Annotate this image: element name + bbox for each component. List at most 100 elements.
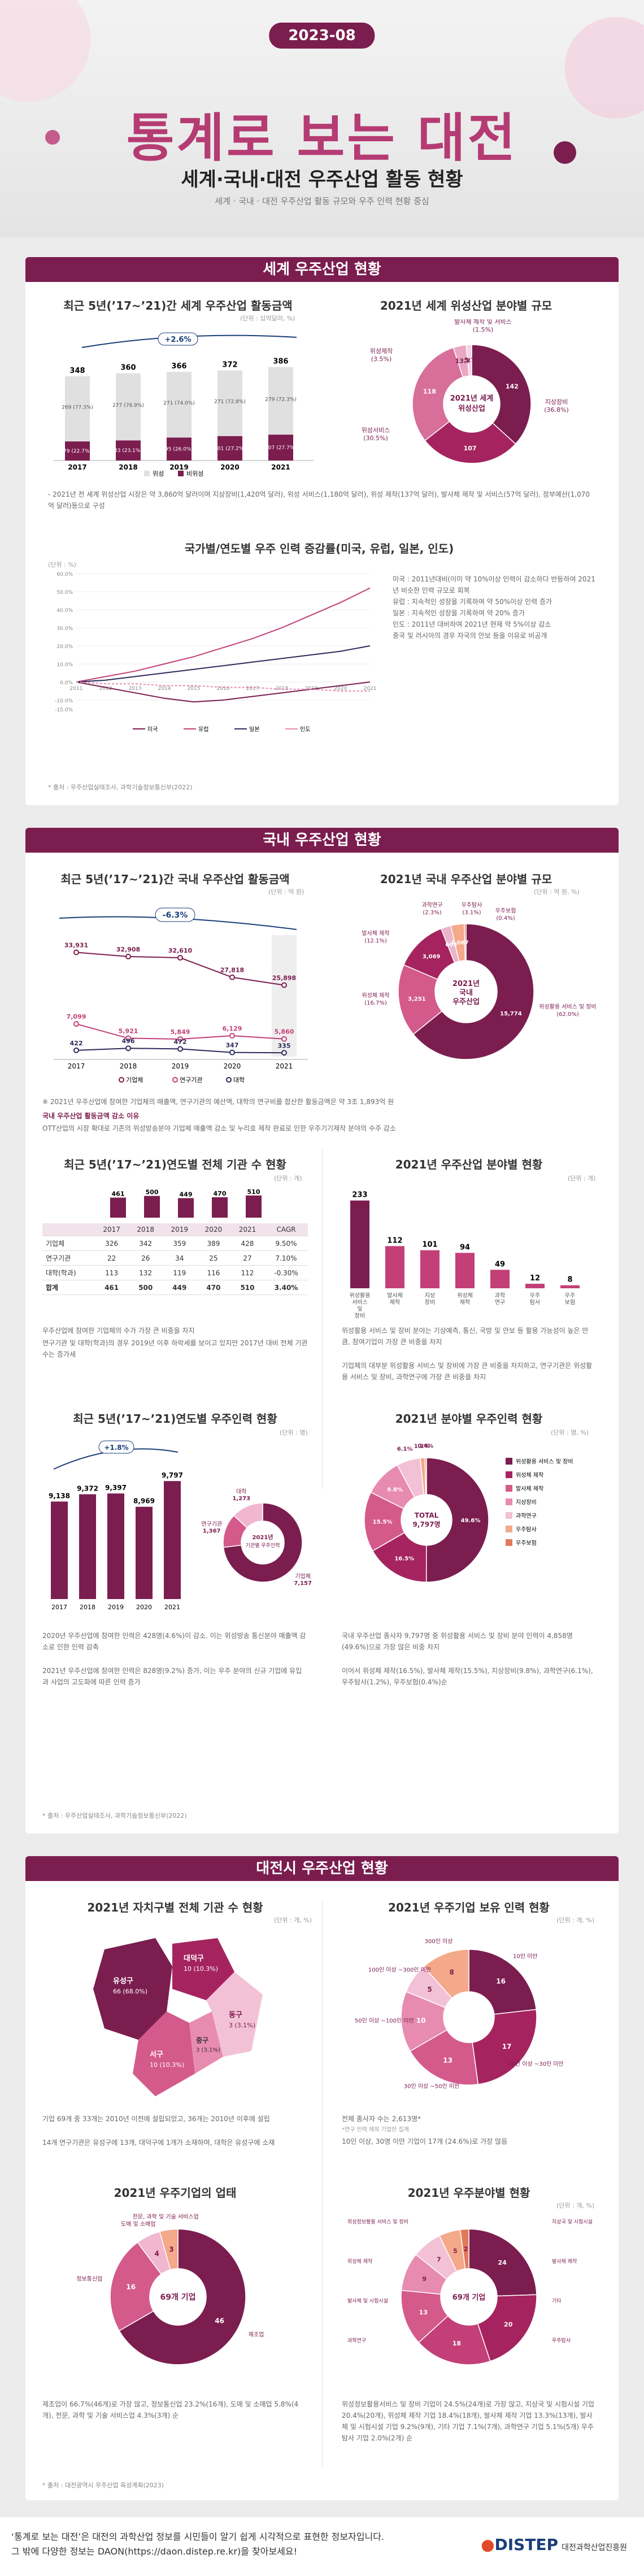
table-header-cell: 2020 <box>196 1223 230 1236</box>
donut-hole <box>441 2269 497 2325</box>
bar <box>455 1253 475 1288</box>
footer-line: ‘통계로 보는 대전’은 대전의 과학산업 정보를 시민들이 알기 쉽게 시각적… <box>11 2531 385 2542</box>
table-header-cell: 2019 <box>162 1223 197 1236</box>
x-tick-label: 및 <box>357 1306 362 1313</box>
x-tick-label: 위성체 <box>457 1292 473 1299</box>
donut-center-label: 국내 <box>459 988 473 997</box>
y-tick-label: 50.0% <box>56 590 73 596</box>
slice-value-label: 13 <box>419 2309 428 2316</box>
series-line <box>76 681 371 703</box>
table-cell: 510 <box>230 1280 265 1295</box>
bar-value-label: 461 <box>112 1191 125 1198</box>
table-header-cell: 2021 <box>230 1223 265 1236</box>
donut-hole <box>443 1992 494 2043</box>
table-cell: 기업체 <box>42 1236 95 1251</box>
legend-label: 기업체 <box>126 1076 143 1084</box>
footer-line[interactable]: 그 밖에 다양한 정보는 DAON(https://daon.distep.re… <box>11 2546 298 2557</box>
legend-swatch <box>226 1077 232 1083</box>
legend-label: 발사체 제작 <box>516 1485 543 1492</box>
table-row: 연구기관 22 26 34 25 27 7.10% <box>42 1250 308 1266</box>
table-header-row: 2017 2018 2019 2020 2021 CAGR <box>42 1223 308 1236</box>
data-label: 496 <box>122 1037 135 1045</box>
footer-text: ‘통계로 보는 대전’은 대전의 과학산업 정보를 시민들이 알기 쉽게 시각적… <box>11 2530 384 2559</box>
slice-name-label: 과학연구 <box>347 2338 366 2344</box>
page-subtitle: 세계·국내·대전 우주산업 활동 현황 <box>181 168 463 191</box>
dj-workforce-note: 전체 종사자 수는 2,613명* <box>342 2115 421 2123</box>
table-cell: 449 <box>162 1280 197 1295</box>
slice-pct-label: 9.8% <box>387 1487 403 1493</box>
slice-value-label: 1,367 <box>203 1528 221 1534</box>
domestic-section: 국내 우주산업 현황 최근 5년(’17~’21)간 국내 우주산업 활동금액 … <box>25 828 619 1834</box>
bar <box>164 1481 181 1599</box>
bar-segment <box>268 367 293 435</box>
series-line <box>76 587 371 683</box>
x-tick-label: 2017 <box>246 686 259 692</box>
dom-fwf-note: 국내 우주산업 종사자 9,797명 중 위성활용 서비스 및 장비 분야 인력… <box>342 1632 573 1651</box>
x-tick-label: 2018 <box>119 463 137 471</box>
dj-workforce-note: 10인 이상, 30명 이만 기업이 17개 (24.6%)로 가장 많음 <box>342 2138 508 2145</box>
map-value: 10 (10.3%) <box>184 1965 218 1973</box>
bar <box>385 1246 404 1288</box>
bar-total-label: 386 <box>273 358 288 366</box>
growth-label: +2.6% <box>165 336 192 344</box>
table-row: 기업체 326 342 359 389 428 9.50% <box>42 1236 308 1251</box>
table-cell: 22 <box>94 1250 129 1266</box>
slice-pct-label: (30.5%) <box>363 435 388 442</box>
slice-value-label: 46 <box>215 2317 224 2325</box>
x-tick-label: 서비스 <box>352 1299 368 1306</box>
slice-pct-label: 49.6% <box>461 1518 481 1524</box>
x-tick-label: 2019 <box>108 1604 124 1611</box>
table-cell: 359 <box>162 1236 197 1251</box>
legend-swatch <box>506 1526 512 1532</box>
legend-label: 과학연구 <box>516 1513 537 1519</box>
x-tick-label: 2019 <box>169 463 188 471</box>
slice-value-label: 24 <box>498 2259 507 2266</box>
page-title: 통계로 보는 대전 <box>126 108 518 168</box>
dom-fields-note: 기업체의 대부분 위성활용 서비스 및 장비에 가장 큰 비중을 차지하고, 연… <box>342 1362 593 1381</box>
bar-value-label: 9,397 <box>105 1484 127 1492</box>
slice-name-label: 50인 이상 ~100인 미만 <box>355 2018 414 2025</box>
slice-name-label: 발사체 제작 <box>552 2258 577 2265</box>
slice-value-label: 3,069 <box>423 954 441 960</box>
table-cell: 34 <box>162 1250 197 1266</box>
map-value: 10 (10.3%) <box>150 2061 184 2069</box>
dom-share-title: 2021년 국내 우주산업 분야별 규모 <box>380 872 552 886</box>
table-cell: 470 <box>196 1280 230 1295</box>
map-label: 중구 <box>196 2036 208 2044</box>
slice-name-label: 지상장비 <box>545 398 568 406</box>
decor-planet <box>45 130 60 145</box>
domestic-band: 국내 우주산업 현황 <box>25 828 619 853</box>
dom-inst-note: 우주산업에 참여한 기업체의 수가 가장 큰 비중을 차지 <box>42 1327 195 1335</box>
slice-value-label: 13.7 <box>455 358 471 365</box>
map-label: 유성구 <box>113 1977 133 1986</box>
world-manpower-bullets: 미국 : 2011년대비(이미 약 10%이상 인력이 감소하다 반등하여 20… <box>393 574 596 641</box>
x-tick-label: 2021 <box>276 1062 293 1070</box>
legend-label: 우주탐사 <box>516 1526 537 1533</box>
table-cell: 500 <box>128 1280 163 1295</box>
slice-name-label: 위성체 제작 <box>362 992 389 999</box>
data-label: 25,898 <box>272 975 296 982</box>
table-cell: 428 <box>230 1236 265 1251</box>
y-tick-label: 10.0% <box>56 662 73 668</box>
map-label: 대덕구 <box>184 1954 204 1963</box>
bar-value-label: 233 <box>352 1191 367 1200</box>
map-value: 66 (68.0%) <box>113 1988 147 1995</box>
bar-segment <box>65 441 90 461</box>
x-tick-label: 발사체 <box>387 1292 403 1299</box>
slice-pct-label: (3.5%) <box>371 355 392 363</box>
slice-pct-label: 15.5% <box>373 1519 393 1525</box>
data-label: 335 <box>278 1042 291 1049</box>
daejeon-band: 대전시 우주산업 현황 <box>25 1856 619 1881</box>
growth-badge <box>158 332 198 346</box>
bar-segment <box>167 372 192 438</box>
bar-segment <box>217 436 242 461</box>
series-point <box>281 1050 287 1056</box>
dom-fields-unit: (단위 : 개) <box>568 1175 596 1182</box>
dj-source: * 출처 : 대전광역시 우주산업 육성계획(2023) <box>42 2482 164 2489</box>
x-tick-label: 2021 <box>271 463 290 471</box>
donut-center-label: 기관별 우주인력 <box>246 1542 280 1549</box>
legend-swatch <box>506 1539 512 1546</box>
donut-center-label: TOTAL <box>415 1511 439 1519</box>
x-tick-label: 2016 <box>217 686 230 692</box>
